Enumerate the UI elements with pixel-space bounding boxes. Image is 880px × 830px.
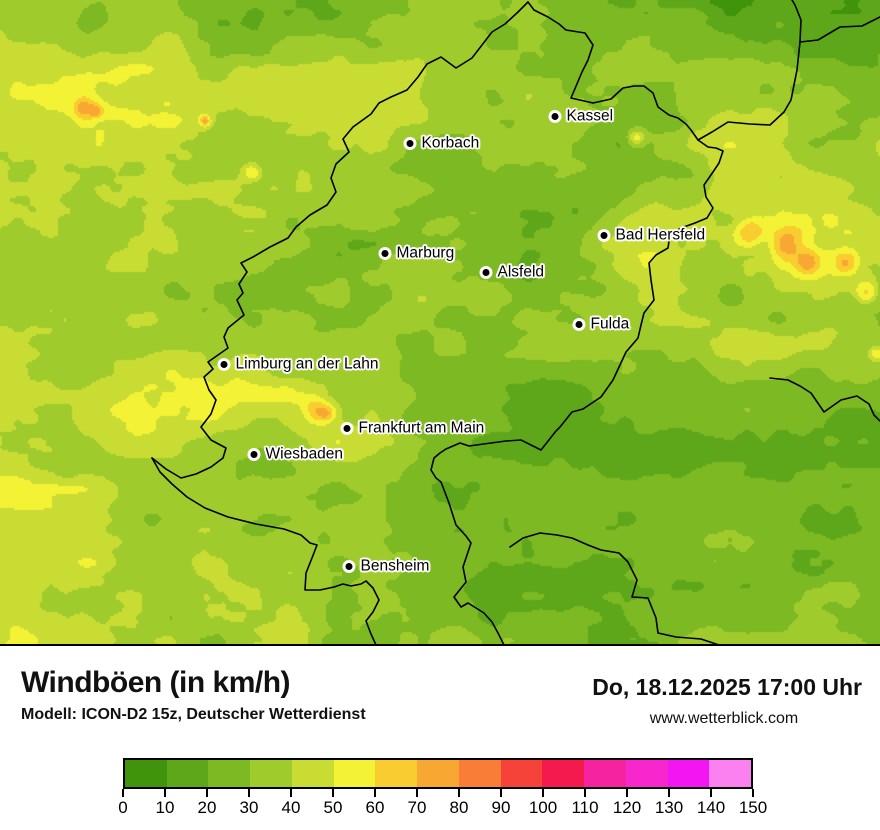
legend-segment-40-50 bbox=[291, 760, 334, 787]
legend-tick-label: 110 bbox=[571, 798, 599, 817]
legend-tick bbox=[710, 789, 712, 797]
legend-tick bbox=[374, 789, 376, 797]
legend-tick bbox=[668, 789, 670, 797]
legend-segment-90-100 bbox=[500, 760, 543, 787]
city-marker-bad-hersfeld: Bad Hersfeld bbox=[597, 226, 705, 245]
legend-tick bbox=[626, 789, 628, 797]
legend-segment-0-10 bbox=[125, 760, 167, 787]
legend-tick bbox=[542, 789, 544, 797]
legend-tick-label: 120 bbox=[612, 798, 642, 817]
wind-gust-heatmap-canvas bbox=[0, 0, 880, 646]
city-dot-icon bbox=[342, 560, 356, 574]
city-label: Korbach bbox=[421, 134, 480, 152]
legend-segment-130-140 bbox=[667, 760, 710, 787]
city-label: Kassel bbox=[566, 107, 614, 125]
legend-tick bbox=[584, 789, 586, 797]
city-label: Limburg an der Lahn bbox=[235, 355, 379, 373]
city-label: Bensheim bbox=[360, 557, 430, 575]
legend-segment-30-40 bbox=[250, 760, 292, 787]
city-dot-icon bbox=[217, 358, 231, 372]
caption-area: Windböen (in km/h) Modell: ICON-D2 15z, … bbox=[0, 646, 880, 830]
legend-tick bbox=[458, 789, 460, 797]
legend-tick-label: 140 bbox=[696, 798, 726, 817]
legend-tick-label: 100 bbox=[528, 798, 558, 817]
legend-tick bbox=[248, 789, 250, 797]
legend-tick bbox=[416, 789, 418, 797]
valid-datetime: Do, 18.12.2025 17:00 Uhr bbox=[592, 674, 862, 700]
legend-tick-label: 60 bbox=[365, 798, 385, 817]
city-dot-icon bbox=[403, 137, 417, 151]
city-dot-icon bbox=[340, 422, 354, 436]
legend-segment-20-30 bbox=[208, 760, 251, 787]
legend-tick-label: 40 bbox=[281, 798, 301, 817]
city-label: Marburg bbox=[396, 244, 455, 262]
legend-tick-label: 150 bbox=[738, 798, 768, 817]
page-title: Windböen (in km/h) bbox=[21, 666, 291, 699]
legend-segment-80-90 bbox=[458, 760, 501, 787]
color-scale-bar bbox=[123, 758, 753, 789]
wind-gust-map: Kassel Korbach Bad Hersfeld Marburg Alsfeld F… bbox=[0, 0, 880, 646]
map-frame-bottom bbox=[0, 644, 880, 646]
legend-tick bbox=[164, 789, 166, 797]
legend-tick-label: 10 bbox=[155, 798, 175, 817]
legend-tick-label: 80 bbox=[449, 798, 469, 817]
legend-tick bbox=[500, 789, 502, 797]
legend-tick-label: 0 bbox=[118, 798, 128, 817]
legend-tick-label: 90 bbox=[491, 798, 511, 817]
legend-tick-label: 130 bbox=[654, 798, 684, 817]
legend-tick-label: 50 bbox=[323, 798, 343, 817]
legend-tick bbox=[290, 789, 292, 797]
legend-segment-120-130 bbox=[625, 760, 668, 787]
legend-tick-label: 30 bbox=[239, 798, 259, 817]
city-label: Alsfeld bbox=[497, 263, 545, 281]
city-marker-frankfurt-am-main: Frankfurt am Main bbox=[340, 419, 484, 438]
city-label: Frankfurt am Main bbox=[358, 419, 485, 437]
legend-tick-label: 70 bbox=[407, 798, 427, 817]
city-marker-kassel: Kassel bbox=[548, 107, 613, 126]
city-marker-marburg: Marburg bbox=[378, 244, 454, 263]
city-dot-icon bbox=[378, 247, 392, 261]
city-marker-korbach: Korbach bbox=[403, 134, 479, 153]
legend-tick bbox=[752, 789, 754, 797]
legend-segment-100-110 bbox=[542, 760, 585, 787]
city-dot-icon bbox=[597, 229, 611, 243]
city-marker-fulda: Fulda bbox=[572, 315, 629, 334]
legend-tick bbox=[206, 789, 208, 797]
city-dot-icon bbox=[572, 318, 586, 332]
website-url: www.wetterblick.com bbox=[649, 710, 799, 727]
city-label: Fulda bbox=[590, 315, 630, 333]
city-dot-icon bbox=[548, 110, 562, 124]
city-marker-limburg-an-der-lahn: Limburg an der Lahn bbox=[217, 355, 379, 374]
city-marker-alsfeld: Alsfeld bbox=[479, 263, 544, 282]
legend-tick bbox=[332, 789, 334, 797]
legend-tick-label: 20 bbox=[197, 798, 217, 817]
legend-segment-60-70 bbox=[375, 760, 418, 787]
legend-segment-70-80 bbox=[417, 760, 459, 787]
legend-segment-110-120 bbox=[584, 760, 626, 787]
legend-segment-140-150 bbox=[709, 760, 752, 787]
legend-segment-50-60 bbox=[333, 760, 376, 787]
city-dot-icon bbox=[479, 266, 493, 280]
city-dot-icon bbox=[247, 448, 261, 462]
model-info: Modell: ICON-D2 15z, Deutscher Wetterdie… bbox=[21, 706, 366, 723]
city-label: Wiesbaden bbox=[265, 445, 344, 463]
legend-segment-10-20 bbox=[166, 760, 209, 787]
city-marker-bensheim: Bensheim bbox=[342, 557, 429, 576]
legend-tick bbox=[122, 789, 124, 797]
city-label: Bad Hersfeld bbox=[615, 226, 706, 244]
city-marker-wiesbaden: Wiesbaden bbox=[247, 445, 343, 464]
